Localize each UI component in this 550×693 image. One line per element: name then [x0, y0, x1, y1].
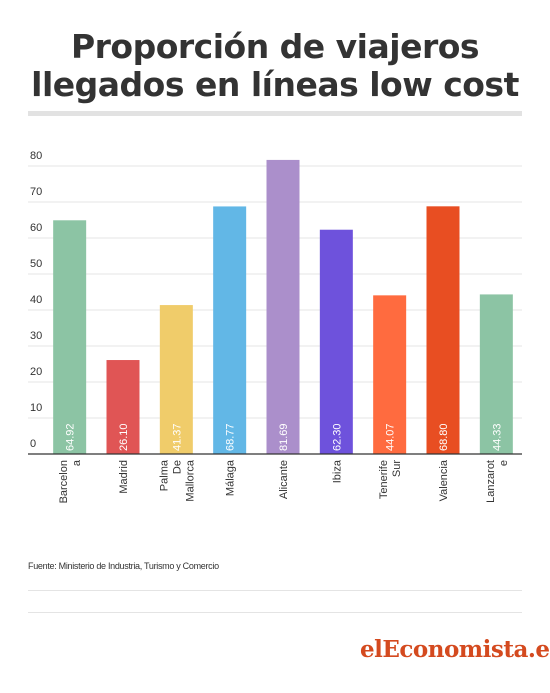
chart-title-line-1: Proporción de viajeros: [70, 27, 480, 66]
y-tick-label: 80: [30, 150, 42, 162]
bar: [319, 229, 353, 454]
footer-divider-top: [28, 590, 522, 591]
x-tick-label: Lanzarot: [485, 460, 497, 503]
chart-title: Proporción de viajeros llegados en línea…: [0, 28, 550, 104]
x-tick-label: Valencia: [438, 459, 450, 501]
data-label: 68.77: [225, 423, 237, 451]
data-label: 44.33: [491, 423, 503, 451]
bar: [426, 206, 460, 454]
x-tick-label: De: [171, 460, 183, 474]
bar-chart: 0 10 20 30 40 50 60 70 80 64.92 Barcelon a 26.10 Madr…: [28, 150, 522, 503]
chart-title-line-2: llegados en líneas low cost: [31, 65, 519, 104]
y-tick-label: 0: [30, 438, 36, 450]
y-tick-label: 20: [30, 366, 42, 378]
x-tick-label: Alicante: [278, 460, 290, 499]
x-tick-label: a: [71, 459, 83, 466]
data-label: 41.37: [171, 423, 183, 451]
y-tick-label: 60: [30, 222, 42, 234]
data-label: 26.10: [118, 423, 130, 451]
x-tick-label: Ibiza: [331, 459, 343, 483]
x-tick-label: Madrid: [118, 460, 130, 494]
bar: [159, 305, 193, 454]
data-label: 44.07: [385, 423, 397, 451]
bar: [479, 294, 513, 454]
y-tick-label: 50: [30, 258, 42, 270]
x-tick-label: Palma: [158, 459, 170, 491]
bar: [106, 360, 140, 454]
x-tick-label: Mallorca: [184, 459, 196, 501]
x-tick-label: Sur: [391, 460, 403, 477]
footer-divider-bottom: [28, 612, 522, 613]
data-label: 62.30: [331, 423, 343, 451]
x-tick-label: e: [498, 460, 510, 466]
top-divider: [28, 111, 522, 116]
source-note: Fuente: Ministerio de Industria, Turismo…: [28, 561, 219, 571]
x-tick-label: Tenerife: [378, 460, 390, 499]
publisher-logo: elEconomista.es: [360, 636, 550, 663]
bar: [266, 159, 300, 454]
data-label: 81.69: [278, 423, 290, 451]
x-tick-label: Málaga: [225, 459, 237, 496]
y-tick-label: 40: [30, 294, 42, 306]
y-tick-label: 10: [30, 402, 42, 414]
bar: [373, 295, 407, 454]
y-tick-label: 70: [30, 186, 42, 198]
bar: [213, 206, 247, 454]
data-label: 64.92: [65, 423, 77, 451]
data-label: 68.80: [438, 423, 450, 451]
bar: [53, 220, 87, 454]
x-tick-label: Barcelon: [58, 460, 70, 503]
y-tick-label: 30: [30, 330, 42, 342]
